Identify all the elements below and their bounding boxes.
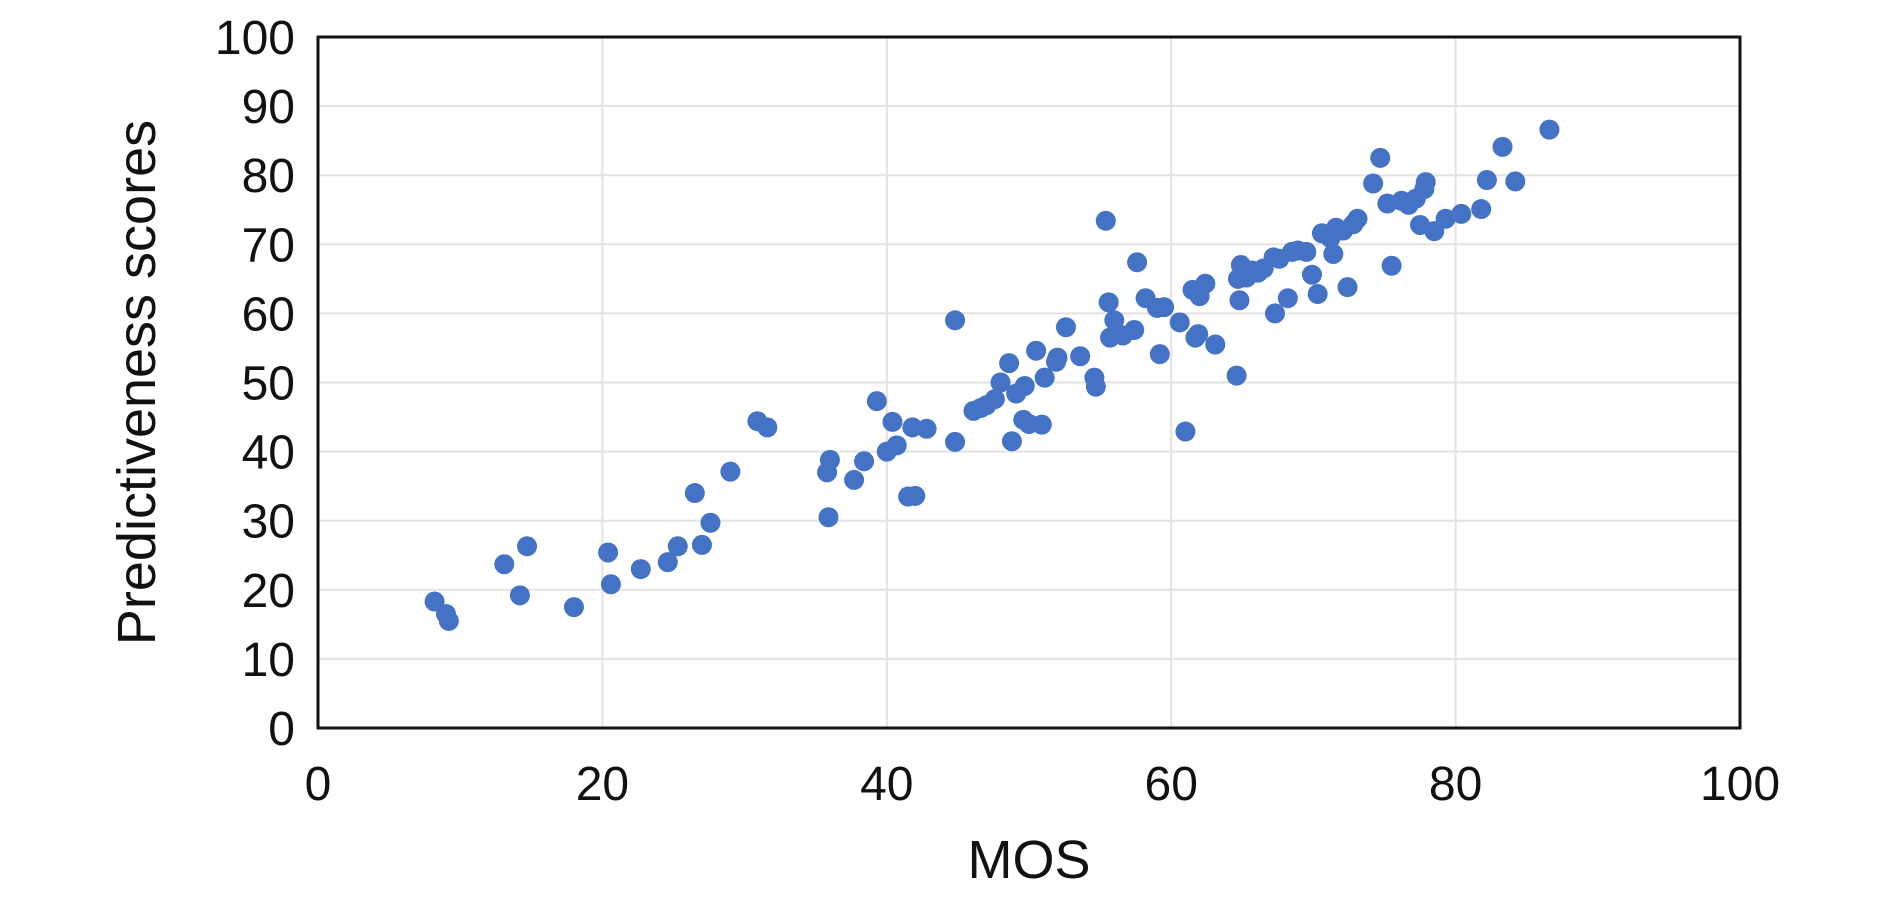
- y-tick-label: 80: [242, 150, 295, 203]
- data-point: [1505, 171, 1526, 192]
- y-tick-label: 70: [242, 219, 295, 272]
- data-point: [630, 559, 651, 580]
- data-point: [945, 431, 966, 452]
- data-point: [886, 435, 907, 456]
- data-point: [700, 512, 721, 533]
- data-point: [1307, 284, 1328, 305]
- y-tick-label: 50: [242, 358, 295, 411]
- data-point: [1034, 367, 1055, 388]
- x-tick-label: 60: [1145, 758, 1198, 811]
- data-point: [844, 469, 865, 490]
- y-tick-label: 30: [242, 496, 295, 549]
- x-tick-label: 20: [576, 758, 629, 811]
- data-point: [1363, 173, 1384, 194]
- data-point: [945, 310, 966, 331]
- y-axis-title: Predictiveness scores: [107, 120, 167, 645]
- data-point: [999, 353, 1020, 374]
- data-point: [1265, 303, 1286, 324]
- data-point: [720, 461, 741, 482]
- data-point: [1435, 208, 1456, 229]
- data-point: [916, 418, 937, 439]
- data-point: [563, 597, 584, 618]
- x-axis-title: MOS: [967, 830, 1090, 890]
- data-point: [905, 485, 926, 506]
- data-point: [509, 585, 530, 606]
- data-points: [424, 119, 1560, 631]
- data-point: [691, 534, 712, 555]
- data-point: [990, 372, 1011, 393]
- data-point: [1195, 273, 1216, 294]
- data-point: [1226, 365, 1247, 386]
- y-axis-ticks: 0 10 20 30 40 50 60 70 80 90 100: [215, 12, 295, 756]
- data-point: [598, 542, 619, 563]
- data-point: [1104, 310, 1125, 331]
- data-point: [1188, 324, 1209, 345]
- data-point: [1476, 170, 1497, 191]
- data-point: [667, 536, 688, 557]
- data-point: [1124, 319, 1145, 340]
- y-tick-label: 90: [242, 81, 295, 134]
- data-point: [1347, 208, 1368, 229]
- data-point: [1001, 431, 1022, 452]
- data-point: [854, 451, 875, 472]
- data-point: [1047, 347, 1068, 368]
- data-point: [1169, 312, 1190, 333]
- x-tick-label: 100: [1700, 758, 1780, 811]
- data-point: [1085, 376, 1106, 397]
- data-point: [882, 411, 903, 432]
- data-point: [657, 552, 678, 573]
- data-point: [1277, 288, 1298, 309]
- data-point: [1415, 172, 1436, 193]
- data-point: [984, 389, 1005, 410]
- data-point: [1149, 344, 1170, 365]
- y-tick-label: 10: [242, 634, 295, 687]
- data-point: [517, 536, 538, 557]
- data-point: [819, 449, 840, 470]
- data-point: [1070, 346, 1091, 367]
- data-point: [1154, 297, 1175, 318]
- data-point: [600, 574, 621, 595]
- data-point: [1323, 243, 1344, 264]
- data-point: [1205, 334, 1226, 355]
- data-point: [757, 417, 778, 438]
- data-point: [684, 483, 705, 504]
- y-tick-label: 100: [215, 12, 295, 65]
- data-point: [1296, 241, 1317, 262]
- data-point: [1127, 252, 1148, 273]
- x-tick-label: 0: [305, 758, 332, 811]
- y-tick-label: 40: [242, 427, 295, 480]
- y-tick-label: 20: [242, 565, 295, 618]
- data-point: [1539, 119, 1560, 140]
- x-tick-label: 40: [860, 758, 913, 811]
- data-point: [1098, 292, 1119, 313]
- data-point: [1055, 317, 1076, 338]
- data-point: [1370, 147, 1391, 168]
- data-point: [1031, 414, 1052, 435]
- data-point: [818, 507, 839, 528]
- data-point: [1301, 264, 1322, 285]
- data-point: [1381, 255, 1402, 276]
- data-point: [1451, 203, 1472, 224]
- x-tick-label: 80: [1429, 758, 1482, 811]
- data-point: [1175, 421, 1196, 442]
- data-point: [438, 610, 459, 631]
- data-point: [1095, 210, 1116, 231]
- data-point: [1492, 136, 1513, 157]
- data-point: [1014, 375, 1035, 396]
- y-tick-label: 0: [268, 703, 295, 756]
- x-axis-ticks: 0 20 40 60 80 100: [305, 758, 1780, 811]
- data-point: [1337, 277, 1358, 298]
- plot-frame: [316, 35, 1742, 730]
- data-point: [1471, 199, 1492, 220]
- data-point: [1229, 290, 1250, 311]
- y-tick-label: 60: [242, 288, 295, 341]
- data-point: [1026, 340, 1047, 361]
- data-point: [866, 391, 887, 412]
- data-point: [494, 554, 515, 575]
